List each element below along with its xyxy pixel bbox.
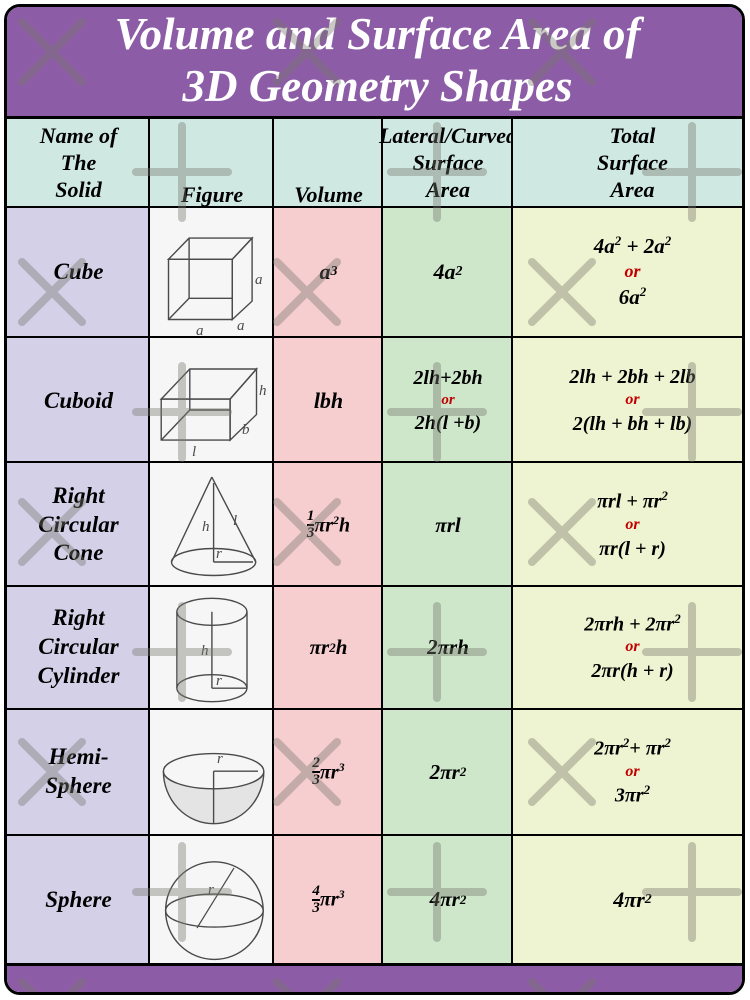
svg-text:l: l <box>233 513 237 529</box>
svg-text:r: r <box>216 546 222 562</box>
svg-text:l: l <box>192 444 196 460</box>
svg-text:r: r <box>208 882 214 898</box>
svg-text:h: h <box>201 643 209 659</box>
svg-text:h: h <box>259 383 267 399</box>
svg-text:a: a <box>255 272 263 288</box>
svg-text:r: r <box>216 673 222 689</box>
svg-text:h: h <box>202 519 210 535</box>
svg-text:r: r <box>217 751 223 767</box>
svg-text:b: b <box>242 422 250 438</box>
svg-text:a: a <box>237 318 245 334</box>
